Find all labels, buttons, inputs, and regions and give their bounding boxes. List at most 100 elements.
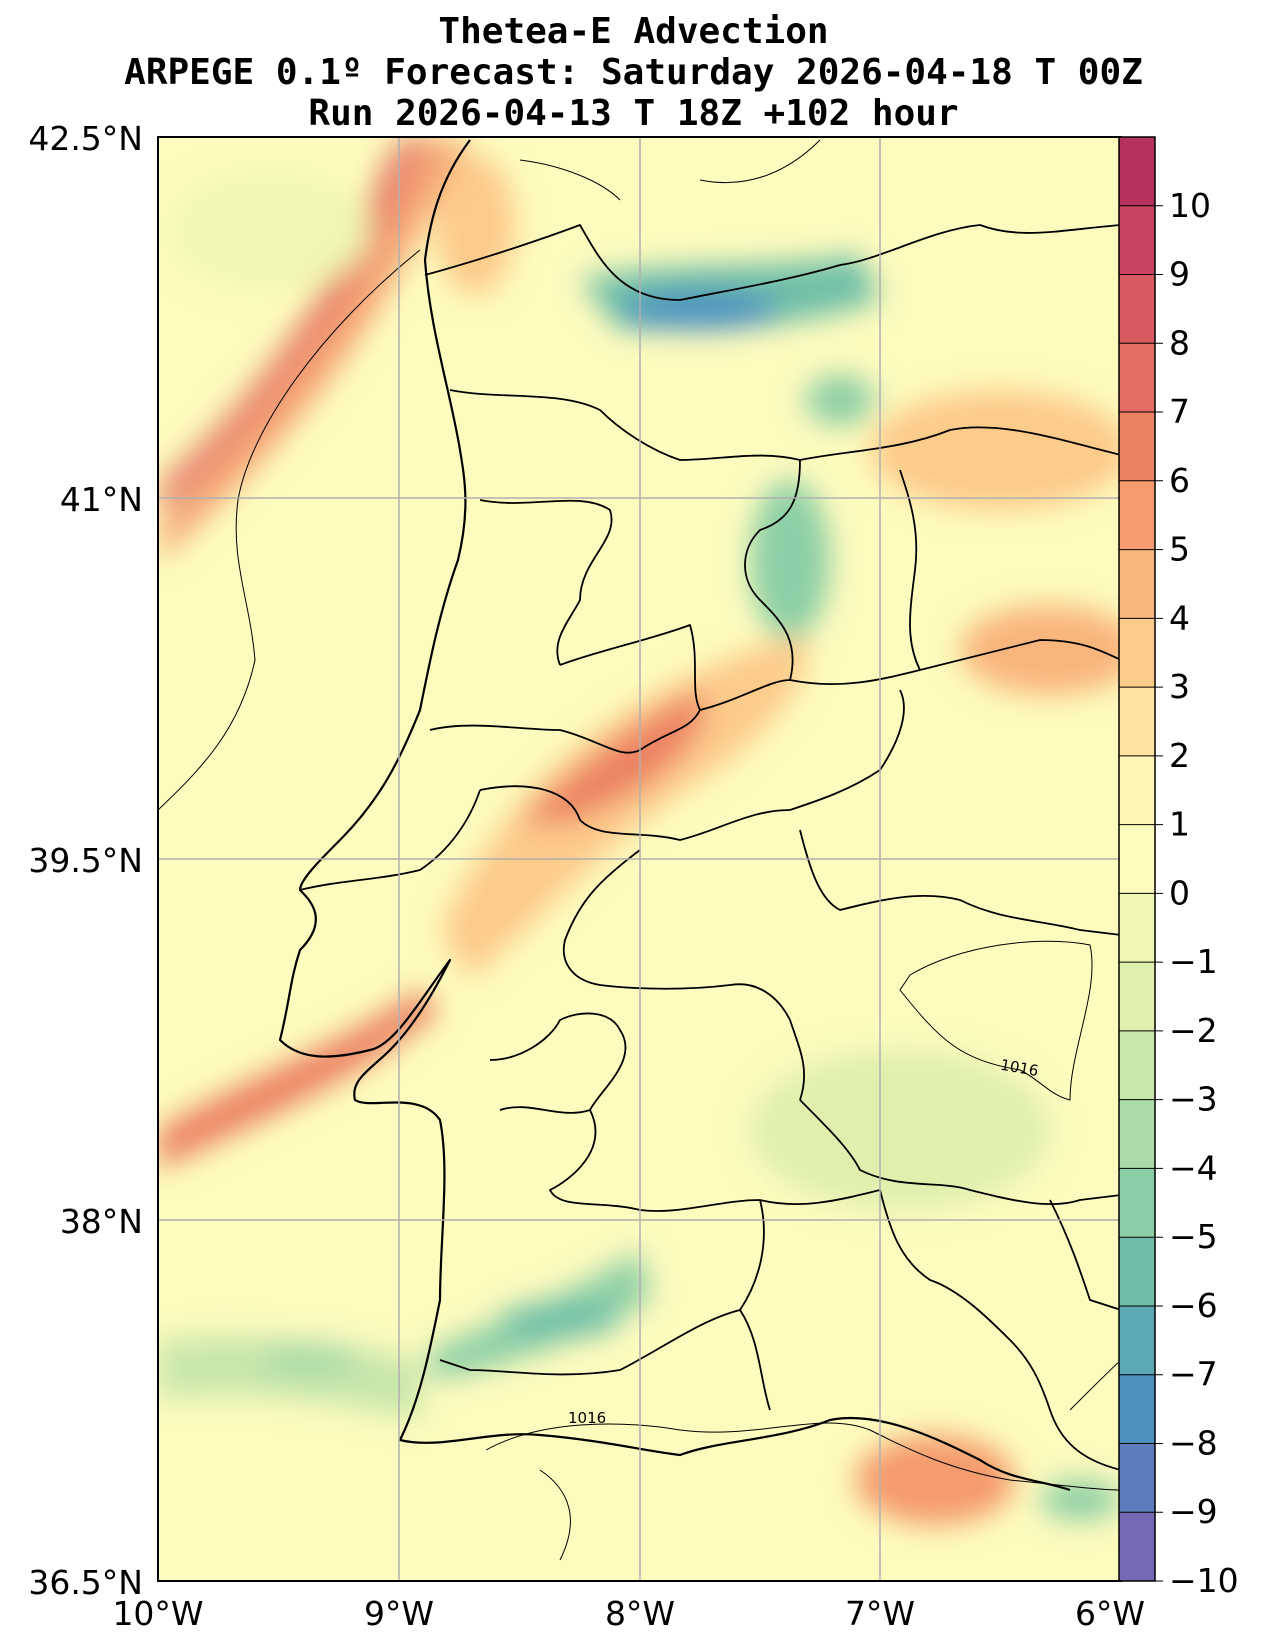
- border-10: [479, 785, 791, 841]
- border-16: [489, 1012, 627, 1114]
- border-14: [562, 849, 806, 1101]
- district-borders: [299, 224, 1121, 1471]
- colorbar-segment: [1119, 205, 1155, 276]
- colorbar-segment: [1119, 274, 1155, 344]
- colorbar-tick-label: 2: [1169, 736, 1190, 775]
- lon-tick-label: 9°W: [364, 1594, 434, 1633]
- colorbar-segment: [1119, 1443, 1155, 1513]
- gridlines: [158, 137, 1121, 1581]
- colorbar-tick-label: −4: [1169, 1148, 1218, 1187]
- cool-area-northwest: [170, 170, 370, 290]
- border-19: [739, 1309, 771, 1411]
- lon-tick-label: 6°W: [1075, 1594, 1145, 1633]
- spain-province-lines: [519, 139, 1121, 1561]
- colorbar-segment: [1119, 1030, 1155, 1101]
- colorbar-segment: [1119, 549, 1155, 619]
- colorbar-segment: [1119, 618, 1155, 688]
- warm-blob-southeast: [855, 1435, 1015, 1525]
- lon-tick-labels: 10°W 9°W 8°W 7°W 6°W: [112, 1594, 1145, 1633]
- warm-blob-east: [960, 605, 1121, 695]
- colorbar-tick-label: −8: [1169, 1423, 1218, 1462]
- colorbar-segment: [1119, 137, 1155, 207]
- cold-blob-southwest: [260, 1342, 360, 1378]
- cold-core-south: [500, 1302, 620, 1338]
- colorbar-segment: [1119, 480, 1155, 551]
- warm-band-north: [160, 140, 470, 560]
- province-line-2: [699, 139, 821, 184]
- border-18: [439, 1199, 765, 1376]
- chart-title-line-3: Run 2026-04-13 T 18Z +102 hour: [308, 93, 959, 134]
- lon-tick-label: 8°W: [605, 1594, 675, 1633]
- colorbar-tick-label: 7: [1169, 392, 1190, 431]
- cold-blob-minor: [805, 375, 875, 425]
- colorbar-segment: [1119, 687, 1155, 757]
- colorbar-tick-label: −5: [1169, 1217, 1218, 1256]
- colorbar-tick-label: 8: [1169, 323, 1190, 362]
- border-12: [299, 789, 481, 891]
- colorbar-tick-label: 3: [1169, 667, 1190, 706]
- lat-tick-label: 38°N: [60, 1202, 143, 1241]
- colorbar-segment: [1119, 1237, 1155, 1307]
- isobar-line-east: [899, 940, 1093, 1101]
- cold-blob-center: [750, 480, 830, 640]
- colorbar-segment: [1119, 412, 1155, 482]
- colorbar-tick-label: −3: [1169, 1080, 1218, 1119]
- lat-tick-label: 41°N: [60, 480, 143, 519]
- colorbar-tick-label: −10: [1169, 1561, 1239, 1600]
- colorbar-segment: [1119, 1168, 1155, 1238]
- warm-core-center: [520, 690, 706, 824]
- warm-band-center: [440, 637, 809, 980]
- border-21: [1049, 1199, 1121, 1311]
- map-area: 1016 1016: [158, 137, 1121, 1581]
- colorbar-tick-label: −1: [1169, 942, 1218, 981]
- colorbar-segment: [1119, 962, 1155, 1032]
- lat-tick-label: 42.5°N: [28, 119, 143, 158]
- warm-band-south: [158, 990, 440, 1170]
- colorbar-segment: [1119, 893, 1155, 963]
- colorbar-segment: [1119, 755, 1155, 826]
- border-20: [879, 1189, 1121, 1471]
- colorbar-segment: [1119, 343, 1155, 413]
- cold-blob-southeast: [1040, 1480, 1120, 1520]
- lon-tick-label: 7°W: [845, 1594, 915, 1633]
- isobar-label-south: 1016: [568, 1409, 606, 1427]
- colorbar-tick-label: −2: [1169, 1011, 1218, 1050]
- colorbar-segment: [1119, 1512, 1155, 1582]
- border-1: [424, 224, 841, 301]
- colorbar-tick-label: −9: [1169, 1492, 1218, 1531]
- colorbar-tick-label: 5: [1169, 530, 1190, 569]
- lat-tick-label: 39.5°N: [28, 841, 143, 880]
- colorbar-tick-label: 4: [1169, 598, 1190, 637]
- isobar-line-south: [485, 1422, 1121, 1491]
- colorbar-segment: [1119, 1305, 1155, 1376]
- warm-blob-coast-north: [435, 155, 515, 295]
- lat-tick-label: 36.5°N: [28, 1563, 143, 1602]
- colorbar-tick-label: 1: [1169, 805, 1190, 844]
- lon-tick-label: 10°W: [112, 1594, 203, 1633]
- province-line-4: [1069, 1359, 1121, 1411]
- warm-blob-northeast: [870, 390, 1121, 510]
- colorbar-segment: [1119, 1099, 1155, 1169]
- border-13: [799, 829, 1121, 936]
- colorbar-tick-label: 9: [1169, 255, 1190, 294]
- colorbar-segment: [1119, 1374, 1155, 1444]
- chart-title-line-1: Thetea-E Advection: [438, 11, 829, 52]
- cold-core-north: [620, 290, 780, 330]
- colorbar-tick-label: 10: [1169, 186, 1211, 225]
- border-15: [799, 1099, 1121, 1206]
- colorbar-tick-label: 0: [1169, 873, 1190, 912]
- colorbar-tick-label: −6: [1169, 1286, 1218, 1325]
- chart-title-line-2: ARPEGE 0.1º Forecast: Saturday 2026-04-1…: [124, 52, 1143, 93]
- province-line-3: [539, 1469, 571, 1561]
- coast-path: [278, 139, 1071, 1492]
- colorbar-tick-label: 6: [1169, 461, 1190, 500]
- coastline: [278, 139, 1071, 1492]
- lat-tick-labels: 42.5°N 41°N 39.5°N 38°N 36.5°N: [28, 119, 143, 1602]
- colorbar-tick-label: −7: [1169, 1355, 1218, 1394]
- cool-area-east: [750, 1050, 1050, 1210]
- isobar-line-west: [158, 249, 421, 811]
- border-4: [479, 499, 613, 666]
- border-6: [919, 639, 1121, 671]
